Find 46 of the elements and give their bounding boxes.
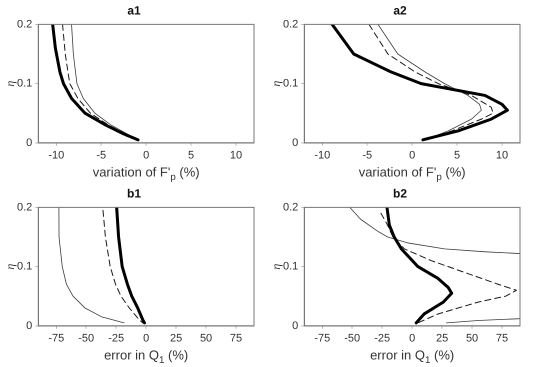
y-tick-label: 0.1 xyxy=(16,260,32,273)
x-tick-label: 10 xyxy=(496,149,508,162)
x-tick-label: 0 xyxy=(409,332,416,344)
chart-title: a2 xyxy=(393,4,407,18)
x-tick-label: -10 xyxy=(314,149,330,162)
y-axis-title: η xyxy=(3,264,18,270)
y-tick-label: 0 xyxy=(26,320,32,332)
y-tick-label: 0.1 xyxy=(282,260,298,273)
x-tick-label: -5 xyxy=(362,149,372,162)
y-tick-label: 0.2 xyxy=(282,18,298,30)
x-tick-label: -5 xyxy=(96,149,106,162)
y-tick-label: 0 xyxy=(292,136,298,149)
x-tick-label: 25 xyxy=(170,332,182,344)
y-tick-label: 0 xyxy=(26,136,32,149)
y-axis-title: η xyxy=(269,80,284,87)
x-tick-label: -25 xyxy=(374,332,390,344)
x-tick-label: 5 xyxy=(454,149,460,162)
x-tick-label: 10 xyxy=(230,149,242,162)
chart-title: b1 xyxy=(126,186,142,201)
x-tick-label: -50 xyxy=(78,332,94,344)
chart-title: a1 xyxy=(127,4,141,18)
x-tick-label: 75 xyxy=(496,332,508,344)
x-tick-label: -10 xyxy=(48,149,64,162)
line-series xyxy=(380,212,517,324)
x-tick-label: 0 xyxy=(409,149,416,162)
x-tick-label: 5 xyxy=(188,149,194,162)
line-series xyxy=(102,210,144,324)
x-tick-label: -50 xyxy=(344,332,360,344)
x-tick-label: 0 xyxy=(143,149,150,162)
x-tick-label: 50 xyxy=(200,332,212,344)
x-tick-label: 0 xyxy=(143,332,150,344)
y-tick-label: 0.2 xyxy=(16,201,32,214)
x-tick-label: -25 xyxy=(108,332,124,344)
y-tick-label: 0.1 xyxy=(282,78,298,90)
chart-title: b2 xyxy=(392,186,408,201)
y-axis-title: η xyxy=(3,80,18,87)
x-tick-label: 50 xyxy=(466,332,478,344)
y-tick-label: 0 xyxy=(292,320,298,332)
x-tick-label: -75 xyxy=(314,332,330,344)
y-tick-label: 0.2 xyxy=(282,201,298,214)
y-tick-label: 0.2 xyxy=(16,18,32,30)
x-tick-label: -75 xyxy=(48,332,64,344)
y-tick-label: 0.1 xyxy=(16,78,32,90)
y-axis-title: η xyxy=(269,264,284,270)
x-tick-label: 25 xyxy=(436,332,448,344)
x-tick-label: 75 xyxy=(230,332,242,344)
